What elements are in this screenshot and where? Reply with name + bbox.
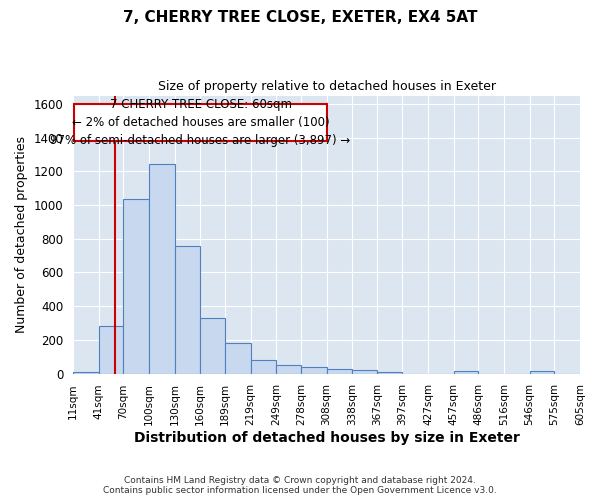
Bar: [530, 371, 554, 374]
Text: 7 CHERRY TREE CLOSE: 60sqm
← 2% of detached houses are smaller (100)
97% of semi: 7 CHERRY TREE CLOSE: 60sqm ← 2% of detac…: [50, 98, 351, 147]
Bar: [377, 372, 403, 374]
Bar: [251, 360, 276, 374]
Bar: [225, 344, 251, 374]
Bar: [98, 326, 124, 374]
Title: Size of property relative to detached houses in Exeter: Size of property relative to detached ho…: [158, 80, 496, 93]
Bar: [276, 365, 301, 374]
Bar: [326, 369, 352, 374]
Bar: [352, 370, 377, 374]
Bar: [149, 164, 175, 374]
Bar: [124, 199, 149, 374]
Text: 7, CHERRY TREE CLOSE, EXETER, EX4 5AT: 7, CHERRY TREE CLOSE, EXETER, EX4 5AT: [123, 10, 477, 25]
Bar: [175, 246, 200, 374]
Y-axis label: Number of detached properties: Number of detached properties: [15, 136, 28, 333]
X-axis label: Distribution of detached houses by size in Exeter: Distribution of detached houses by size …: [134, 431, 520, 445]
Bar: [200, 318, 225, 374]
Bar: [301, 367, 326, 374]
Bar: [73, 372, 98, 374]
Bar: [454, 370, 478, 374]
Text: Contains HM Land Registry data © Crown copyright and database right 2024.
Contai: Contains HM Land Registry data © Crown c…: [103, 476, 497, 495]
FancyBboxPatch shape: [74, 104, 328, 141]
